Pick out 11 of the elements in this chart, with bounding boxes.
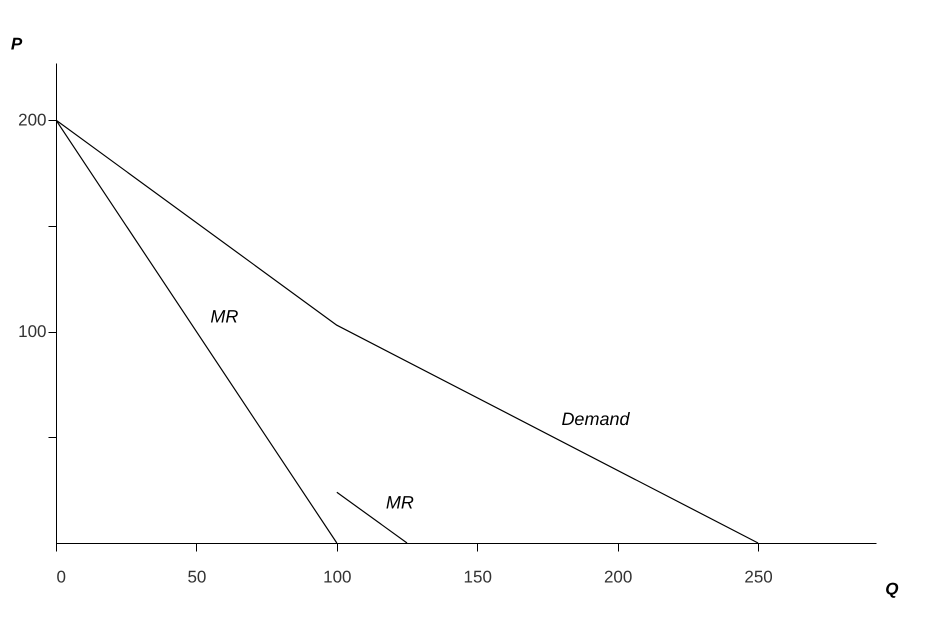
series-label: MR <box>386 492 414 513</box>
x-tick-label: 150 <box>464 568 492 586</box>
series-label: Demand <box>561 409 630 430</box>
y-axis-title: P <box>10 34 23 54</box>
x-tick-label: 100 <box>323 568 352 586</box>
series-label: MR <box>210 306 238 327</box>
x-tick-label: 0 <box>56 568 66 586</box>
x-tick-label: 250 <box>744 568 773 586</box>
x-tick-label: 200 <box>604 568 632 586</box>
x-tick-label: 50 <box>187 568 206 586</box>
x-axis-title: Q <box>885 580 898 598</box>
